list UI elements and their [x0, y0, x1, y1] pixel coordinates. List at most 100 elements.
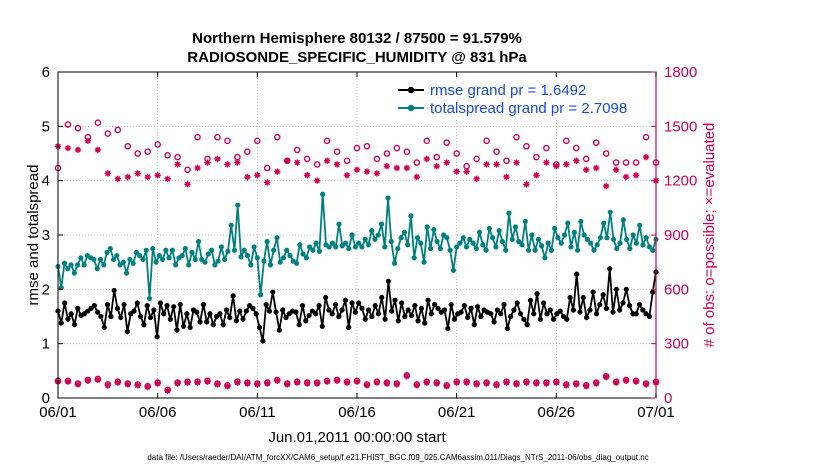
- data-point-rmse: [508, 313, 514, 320]
- data-point-totalspread: [130, 260, 136, 266]
- data-point-rmse: [574, 271, 580, 277]
- data-point-totalspread: [437, 245, 443, 252]
- data-point-totalspread: [424, 224, 430, 230]
- y2-tick-label: 0: [664, 390, 672, 407]
- data-point-totalspread: [94, 266, 100, 272]
- data-point-evaluated: [204, 378, 211, 385]
- data-point-rmse: [379, 294, 385, 301]
- data-point-totalspread: [418, 240, 424, 246]
- data-point-totalspread: [137, 253, 143, 259]
- data-point-rmse: [131, 308, 137, 314]
- data-point-rmse: [243, 308, 249, 314]
- data-point-rmse: [323, 294, 329, 301]
- data-point-totalspread: [630, 232, 636, 238]
- data-point-totalspread: [146, 295, 153, 302]
- data-point-rmse: [465, 314, 471, 321]
- data-point-totalspread: [326, 244, 332, 250]
- data-point-evaluated: [204, 159, 211, 166]
- data-point-evaluated: [433, 380, 440, 387]
- data-point-totalspread: [643, 235, 649, 241]
- chart-title: Northern Hemisphere 80132 / 87500 = 91.5…: [192, 30, 522, 47]
- data-point-rmse: [118, 314, 124, 321]
- data-point-totalspread: [186, 262, 192, 268]
- data-point-rmse: [197, 319, 203, 325]
- data-point-rmse: [217, 311, 223, 317]
- data-point-totalspread: [107, 245, 113, 252]
- data-point-rmse: [71, 322, 78, 328]
- data-point-totalspread: [218, 244, 224, 250]
- data-point-totalspread: [261, 258, 267, 264]
- data-point-rmse: [240, 316, 246, 322]
- data-point-totalspread: [405, 242, 411, 248]
- data-point-totalspread: [101, 262, 107, 268]
- data-point-possible: [632, 159, 640, 166]
- data-point-possible: [483, 137, 490, 145]
- data-point-rmse: [610, 309, 616, 315]
- data-point-possible: [602, 150, 610, 157]
- data-point-rmse: [392, 297, 398, 303]
- data-point-rmse: [101, 324, 107, 330]
- data-point-totalspread: [346, 245, 352, 252]
- data-point-rmse: [577, 309, 583, 315]
- data-point-evaluated: [503, 379, 510, 386]
- data-point-totalspread: [336, 221, 342, 227]
- data-point-rmse: [418, 305, 425, 311]
- data-point-rmse: [303, 318, 309, 324]
- data-point-evaluated: [353, 166, 361, 173]
- data-point-rmse: [270, 289, 276, 295]
- x-axis-label: Jun.01,2011 00:00:00 start: [268, 429, 446, 446]
- data-point-evaluated: [224, 383, 231, 390]
- data-point-possible: [443, 139, 451, 146]
- data-point-rmse: [541, 300, 547, 306]
- data-point-possible: [64, 121, 72, 128]
- data-point-rmse: [550, 316, 557, 322]
- data-point-evaluated: [463, 168, 470, 175]
- data-point-totalspread: [427, 245, 434, 252]
- data-point-evaluated: [84, 137, 92, 145]
- data-point-totalspread: [365, 242, 372, 248]
- data-point-rmse: [207, 311, 213, 317]
- data-point-evaluated: [264, 380, 271, 387]
- data-point-evaluated: [274, 377, 281, 384]
- data-point-totalspread: [238, 254, 244, 260]
- data-point-rmse: [501, 301, 507, 308]
- data-point-rmse: [319, 323, 325, 329]
- data-point-rmse: [266, 308, 273, 314]
- data-point-possible: [463, 162, 470, 170]
- data-point-rmse: [157, 300, 164, 306]
- data-point-evaluated: [244, 380, 251, 387]
- data-point-rmse: [451, 316, 458, 322]
- data-point-totalspread: [320, 191, 326, 197]
- data-point-totalspread: [215, 258, 221, 264]
- data-point-rmse: [646, 313, 652, 320]
- data-point-totalspread: [460, 235, 466, 241]
- data-point-rmse: [174, 327, 180, 333]
- data-point-rmse: [435, 305, 441, 311]
- y-axis-label: rmse and totalspread: [25, 165, 42, 306]
- data-point-rmse: [134, 300, 140, 306]
- data-point-totalspread: [258, 292, 264, 298]
- data-point-evaluated: [174, 380, 181, 387]
- y-tick-label: 5: [42, 118, 50, 135]
- data-point-possible: [543, 144, 550, 152]
- data-point-totalspread: [173, 262, 179, 268]
- data-point-rmse: [220, 322, 226, 328]
- data-point-rmse: [613, 286, 619, 292]
- data-point-rmse: [432, 301, 438, 308]
- data-point-possible: [333, 148, 341, 155]
- data-point-totalspread: [516, 238, 522, 245]
- data-point-totalspread: [307, 244, 313, 250]
- data-point-totalspread: [588, 240, 594, 246]
- data-point-totalspread: [395, 245, 401, 252]
- data-point-rmse: [517, 311, 524, 317]
- data-point-rmse: [273, 309, 279, 315]
- data-point-rmse: [177, 301, 183, 308]
- data-point-possible: [254, 137, 261, 145]
- data-point-totalspread: [244, 253, 251, 259]
- data-point-rmse: [389, 308, 395, 314]
- data-point-rmse: [75, 305, 81, 311]
- data-point-totalspread: [182, 245, 189, 252]
- data-point-totalspread: [411, 255, 417, 261]
- data-point-totalspread: [431, 226, 437, 233]
- data-point-possible: [94, 119, 102, 127]
